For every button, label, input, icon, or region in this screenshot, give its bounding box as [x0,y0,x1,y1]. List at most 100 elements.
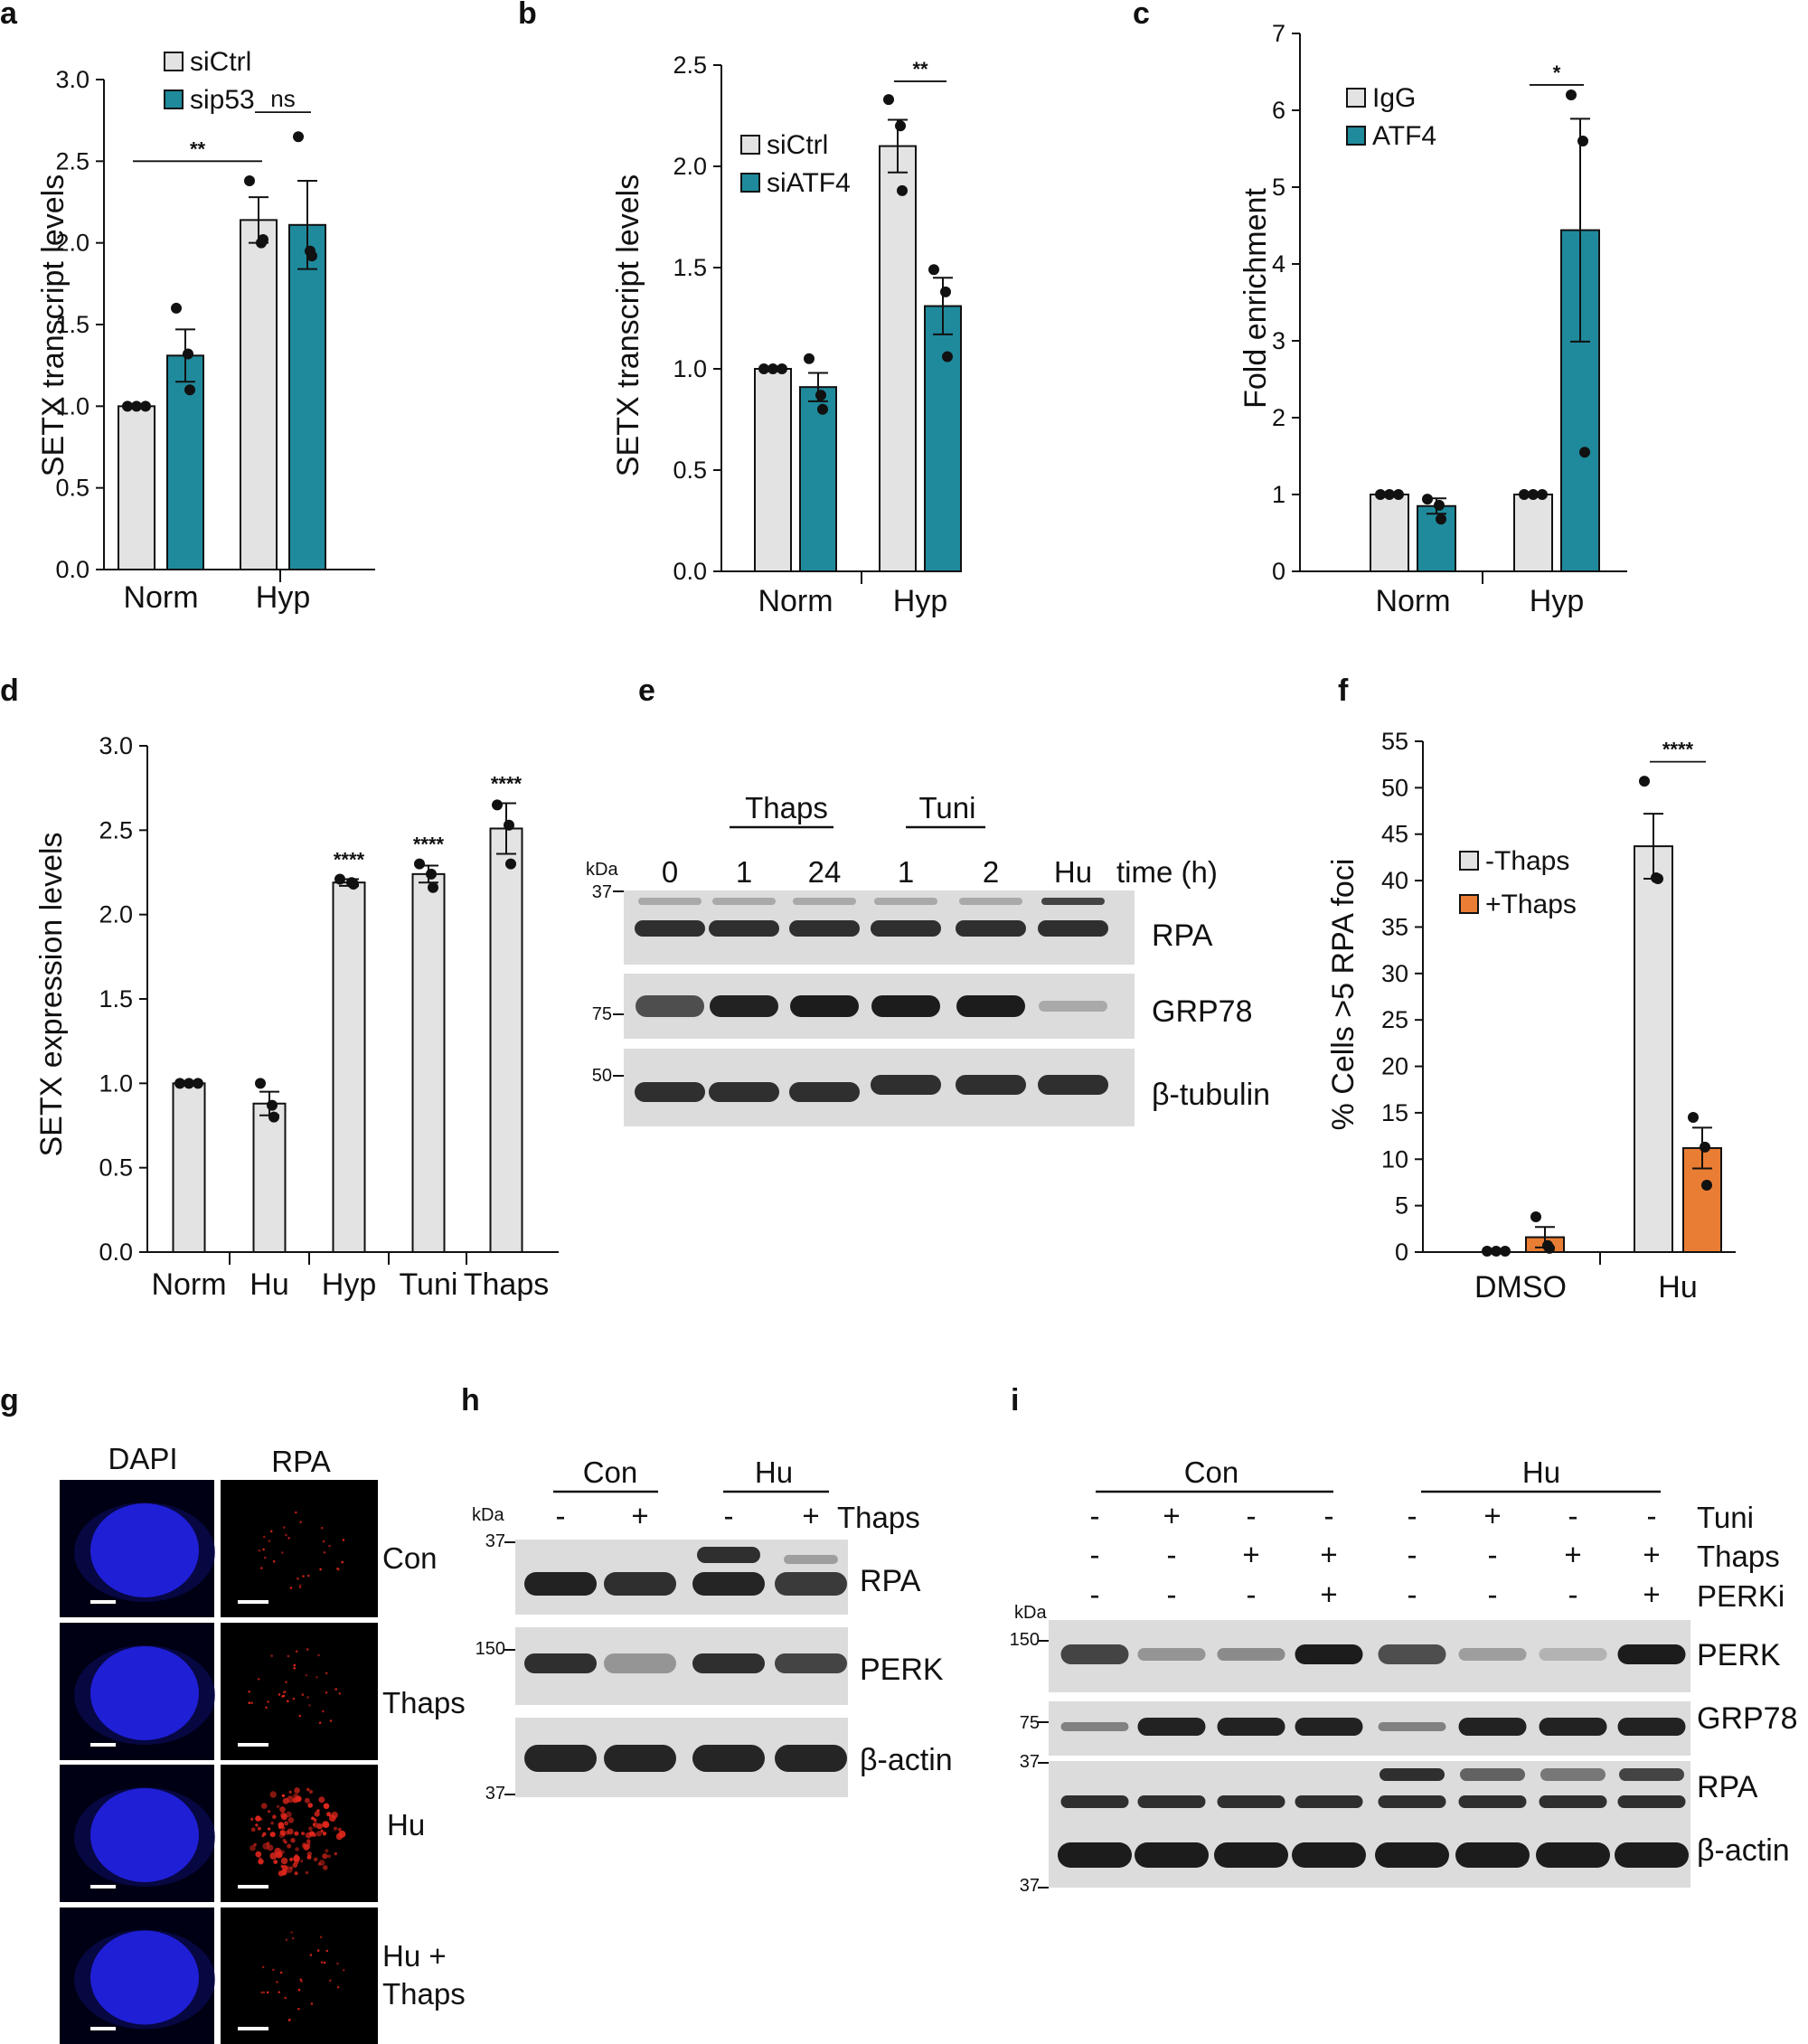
blot-band [638,898,702,905]
data-point [131,400,142,412]
rpa-focus [293,1667,297,1670]
bar [240,219,278,571]
panel-label-i: i [1011,1383,1019,1418]
blot-band [1060,1644,1129,1664]
rpa-focus [306,1839,311,1843]
rpa-focus [295,1650,298,1653]
blot-band [1039,1001,1107,1012]
rpa-focus [281,1794,286,1798]
y-tick-label: 2.0 [99,901,133,928]
rpa-focus [319,1568,322,1571]
rpa-focus [310,2002,314,2005]
rpa-image [221,1623,378,1760]
nucleus [90,1930,199,2025]
rpa-focus [323,1961,326,1964]
sign: + [1483,1499,1501,1532]
rpa-focus [264,1556,267,1559]
chart-f: 0 5 10 15 20 25 30 35 40 45 50 55 % Cells >5 RPA foc… [1326,728,1736,1305]
sign: - [1408,1499,1417,1532]
rpa-focus [306,1842,311,1846]
y-tick-label: 2 [1272,404,1285,431]
rpa-focus [305,1673,308,1677]
bar [172,1082,206,1254]
rpa-focus [290,1838,296,1843]
legend-label: IgG [1372,83,1416,113]
blot-band [1137,1648,1206,1661]
marker-label: 37 [1020,1876,1040,1896]
rpa-focus [287,1828,294,1835]
treatment-label: Thaps [1697,1540,1780,1573]
rpa-focus [316,1949,320,1952]
data-point [504,819,514,831]
kda-label: kDa [472,1505,504,1525]
rpa-focus [285,1533,287,1537]
lane-label: 1 [736,855,752,889]
blot-band [1539,1795,1607,1808]
rpa-focus [298,1584,302,1587]
blot-band [635,1082,705,1102]
rpa-focus [315,1831,322,1837]
chart-b: 0.0 0.5 1.0 1.5 2.0 2.5 SETX transcript levels… [611,52,962,618]
sign: + [1320,1578,1337,1611]
bar [924,305,962,572]
rpa-focus [294,1871,298,1876]
x-category-label: Norm [1375,584,1450,618]
blot-band [604,1572,676,1596]
column-label-dapi: DAPI [108,1442,177,1475]
y-tick-label: 0 [1272,558,1285,585]
data-point [426,868,437,880]
row-label: Con [382,1541,438,1575]
marker-label: 150 [476,1639,505,1659]
blot-i-membranes [1038,1620,1690,1889]
y-tick-label: 40 [1381,867,1408,894]
bar [489,827,523,1253]
data-point [255,1078,266,1089]
x-category-label: Hyp [1530,584,1584,618]
lane-label: 1 [898,855,914,889]
sign: - [724,1499,734,1532]
data-point [804,353,815,364]
blot-band [1460,1768,1525,1781]
sign: - [1090,1538,1100,1571]
y-tick-label: 1.5 [99,985,133,1013]
treatment-label: Tuni [1697,1501,1754,1534]
rpa-focus [267,1844,274,1851]
treatment-label: Thaps [837,1501,920,1534]
nucleus [90,1503,199,1597]
data-point [140,400,151,412]
legend-label: +Thaps [1485,890,1577,919]
rpa-focus [278,1693,281,1696]
data-point [883,94,894,106]
sign: + [631,1499,648,1532]
rpa-focus [268,1540,271,1542]
data-point [267,1099,278,1111]
rpa-focus [267,1700,269,1703]
blot-band [1295,1718,1363,1736]
panel-i-blot: Con Hu - + - - - + - - Tuni - - + + - - + + Thaps - - - + - - - +… [1010,1455,1798,1896]
rpa-focus [295,1511,297,1514]
rpa-focus [304,1797,310,1804]
panel-label-c: c [1133,0,1150,31]
rpa-focus [309,1954,313,1956]
y-tick-label: 0.5 [55,475,89,502]
y-tick-label: 0.0 [55,556,89,583]
rpa-focus [260,1803,268,1809]
blot-band [1617,1795,1686,1808]
rpa-focus [286,1811,292,1818]
row-label-line: Hu + [382,1939,447,1973]
sign: + [802,1499,819,1532]
rpa-image [221,1480,378,1617]
significance-label: **** [1662,739,1694,761]
blot-band [871,1075,941,1095]
rpa-focus [315,1676,318,1679]
legend-label: siCtrl [190,47,251,77]
lane-label: 0 [662,855,678,889]
blot-band [1539,1718,1607,1736]
rpa-focus [260,1991,264,1994]
data-point [928,264,939,276]
data-point [334,873,345,885]
rpa-focus [323,1551,326,1554]
group-label-con: Con [1184,1455,1239,1489]
rpa-focus [284,1821,289,1826]
y-axis-label: % Cells >5 RPA foci [1326,859,1361,1131]
